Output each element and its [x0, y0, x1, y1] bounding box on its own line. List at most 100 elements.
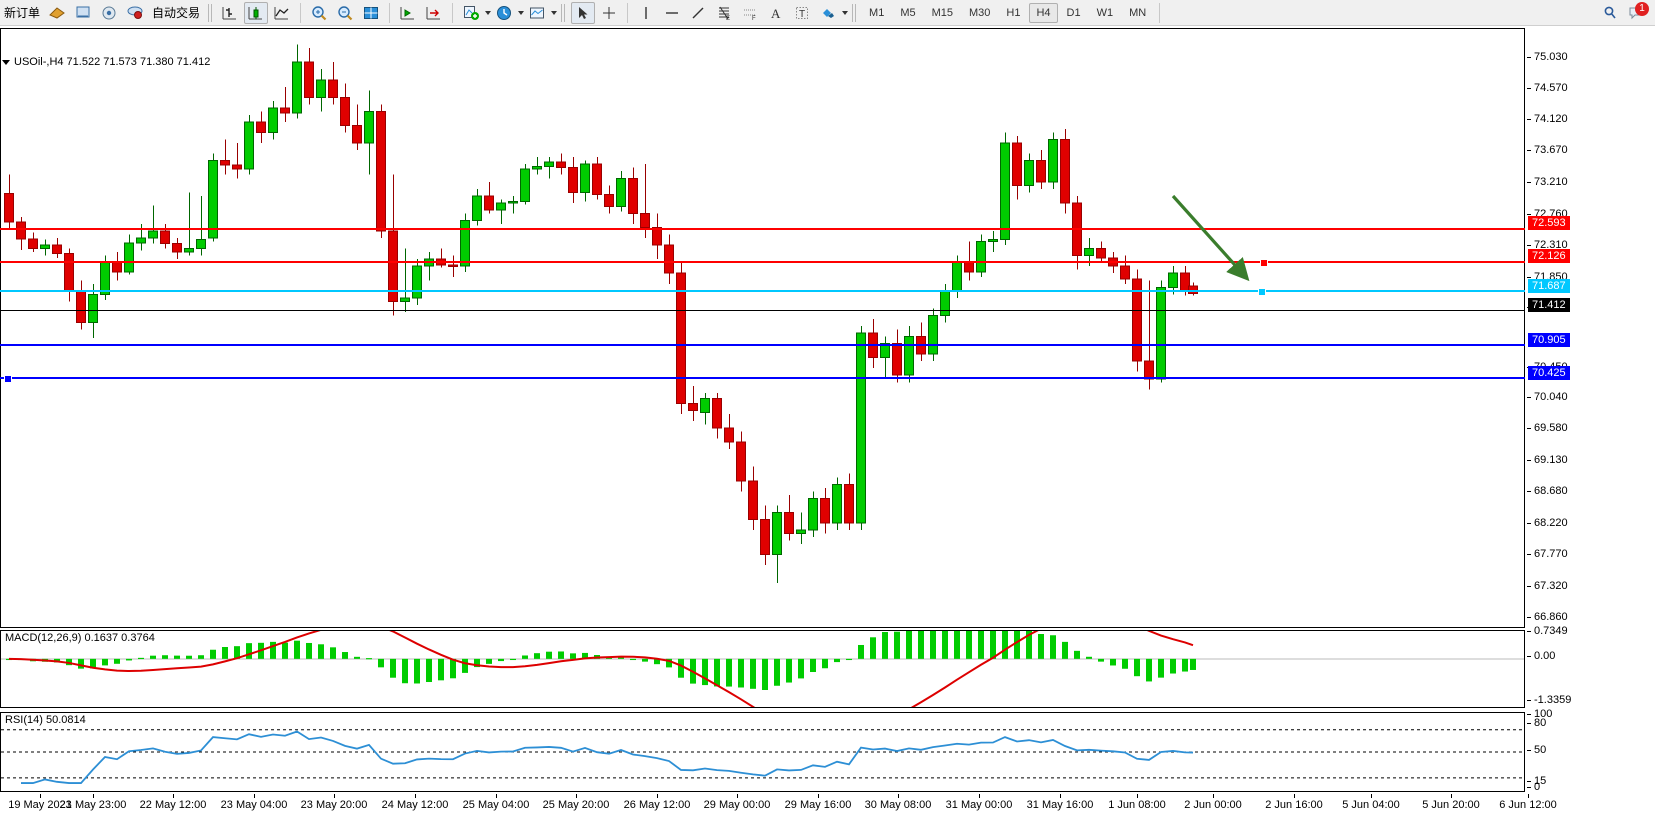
price-label-72126[interactable]: 72.126: [1528, 249, 1570, 263]
line-chart-icon[interactable]: [270, 2, 294, 24]
time-tick: [1528, 794, 1529, 798]
text-label-icon[interactable]: A: [764, 2, 788, 24]
terminal-icon[interactable]: [71, 2, 95, 24]
hline-70425[interactable]: [0, 375, 1525, 383]
trendline-icon[interactable]: [686, 2, 710, 24]
zoom-in-icon[interactable]: [307, 2, 331, 24]
time-tick: [254, 794, 255, 798]
timeframe-mn[interactable]: MN: [1129, 6, 1147, 19]
sub-pane-tick: 0.00: [1527, 650, 1555, 662]
time-tick: [415, 794, 416, 798]
price-tick: 75.030: [1527, 51, 1568, 63]
toolbar-grip-2[interactable]: [561, 3, 567, 22]
time-tick: [576, 794, 577, 798]
price-tick: 69.130: [1527, 454, 1568, 466]
hline-72126[interactable]: [0, 259, 1525, 267]
new-order-button[interactable]: 新订单: [4, 6, 41, 20]
period-clock-icon[interactable]: [492, 2, 516, 24]
toolbar-separator-2: [389, 2, 391, 23]
time-tick: [657, 794, 658, 798]
shapes-icon[interactable]: [816, 2, 840, 24]
price-label-72593[interactable]: 72.593: [1528, 216, 1570, 230]
timeframe-h4[interactable]: H4: [1029, 2, 1058, 23]
equidistant-channel-icon[interactable]: F: [738, 2, 762, 24]
chevron-down-icon-shapes[interactable]: [842, 10, 849, 15]
price-label-71687[interactable]: 71.687: [1528, 279, 1570, 293]
chart-book-icon[interactable]: [45, 2, 69, 24]
cursor-icon[interactable]: [571, 1, 596, 24]
time-label: 2 Jun 16:00: [1265, 799, 1323, 811]
crosshair-icon[interactable]: [597, 2, 621, 24]
time-tick: [173, 794, 174, 798]
time-tick: [1371, 794, 1372, 798]
chart-shift-icon[interactable]: [396, 2, 420, 24]
add-indicator-icon[interactable]: [459, 2, 483, 24]
timeframe-m15[interactable]: M15: [931, 6, 953, 19]
timeframe-m30[interactable]: M30: [969, 6, 991, 19]
chevron-down-icon-templates[interactable]: [551, 10, 558, 15]
auto-scroll-icon[interactable]: [422, 2, 446, 24]
down-arrow-annotation[interactable]: [1165, 191, 1275, 296]
grid-icon[interactable]: [359, 2, 383, 24]
price-label-70425[interactable]: 70.425: [1528, 366, 1570, 380]
templates-icon[interactable]: [525, 2, 549, 24]
time-label: 5 Jun 04:00: [1342, 799, 1400, 811]
time-tick: [737, 794, 738, 798]
timeframe-h1[interactable]: H1: [1006, 6, 1021, 19]
price-pane[interactable]: [0, 28, 1525, 628]
hline-71687[interactable]: [0, 288, 1525, 296]
chart-title-text: USOil-,H4 71.522 71.573 71.380 71.412: [14, 56, 211, 68]
timeframe-m5[interactable]: M5: [900, 6, 916, 19]
price-tick: 68.220: [1527, 517, 1568, 529]
zoom-out-icon[interactable]: [333, 2, 357, 24]
rsi-pane[interactable]: RSI(14) 50.0814: [0, 712, 1525, 792]
time-tick: [979, 794, 980, 798]
chevron-down-icon-indicators[interactable]: [485, 10, 492, 15]
time-label: 29 May 16:00: [784, 799, 852, 811]
svg-text:A: A: [771, 6, 781, 21]
auto-trading-button[interactable]: 自动交易: [152, 6, 201, 20]
time-label: 21 May 23:00: [59, 799, 127, 811]
toolbar-grip-3[interactable]: [852, 3, 858, 22]
price-label-70905[interactable]: 70.905: [1528, 333, 1570, 347]
horizontal-line-icon[interactable]: [660, 2, 684, 24]
macd-plot: [1, 631, 1524, 707]
auto-trading-icon[interactable]: [123, 2, 147, 24]
chart-area[interactable]: USOil-,H4 71.522 71.573 71.380 71.412 MA…: [0, 26, 1655, 832]
price-label-71412[interactable]: 71.412: [1528, 298, 1570, 312]
timeframe-w1[interactable]: W1: [1096, 6, 1114, 19]
fibonacci-icon[interactable]: E: [712, 2, 736, 24]
candlestick-chart-icon[interactable]: [244, 1, 269, 24]
time-label: 6 Jun 12:00: [1499, 799, 1557, 811]
search-icon[interactable]: [1598, 2, 1622, 24]
toolbar-separator: [300, 2, 302, 23]
text-box-icon[interactable]: T: [790, 2, 814, 24]
chart-title[interactable]: USOil-,H4 71.522 71.573 71.380 71.412: [2, 56, 210, 68]
time-tick: [818, 794, 819, 798]
hline-handle-71687[interactable]: [1258, 288, 1266, 296]
hline-70905[interactable]: [0, 344, 1525, 346]
timeframe-m1[interactable]: M1: [869, 6, 885, 19]
toolbar-grip[interactable]: [208, 3, 214, 22]
hline-72593[interactable]: [0, 228, 1525, 230]
price-tick: 74.570: [1527, 82, 1568, 94]
svg-text:F: F: [752, 16, 756, 22]
chevron-down-icon-periods[interactable]: [518, 10, 525, 15]
hline-handle-72126[interactable]: [1260, 259, 1268, 267]
price-scale[interactable]: 75.030 74.570 74.120 73.670 73.210 72.760 72.3…: [1527, 28, 1655, 793]
bar-chart-icon[interactable]: [218, 2, 242, 24]
price-tick: 67.320: [1527, 580, 1568, 592]
chart-menu-icon[interactable]: [2, 59, 10, 65]
time-tick: [496, 794, 497, 798]
signals-icon[interactable]: [97, 2, 121, 24]
timeframe-d1[interactable]: D1: [1066, 6, 1081, 19]
time-tick: [898, 794, 899, 798]
time-label: 24 May 12:00: [381, 799, 449, 811]
vertical-line-icon[interactable]: [634, 2, 658, 24]
alert-icon[interactable]: 1: [1624, 1, 1649, 24]
hline-handle-70425[interactable]: [4, 375, 12, 383]
macd-pane[interactable]: MACD(12,26,9) 0.1637 0.3764: [0, 630, 1525, 708]
toolbar-separator-4: [627, 2, 629, 23]
svg-text:E: E: [726, 16, 730, 22]
price-tick: 68.680: [1527, 485, 1568, 497]
